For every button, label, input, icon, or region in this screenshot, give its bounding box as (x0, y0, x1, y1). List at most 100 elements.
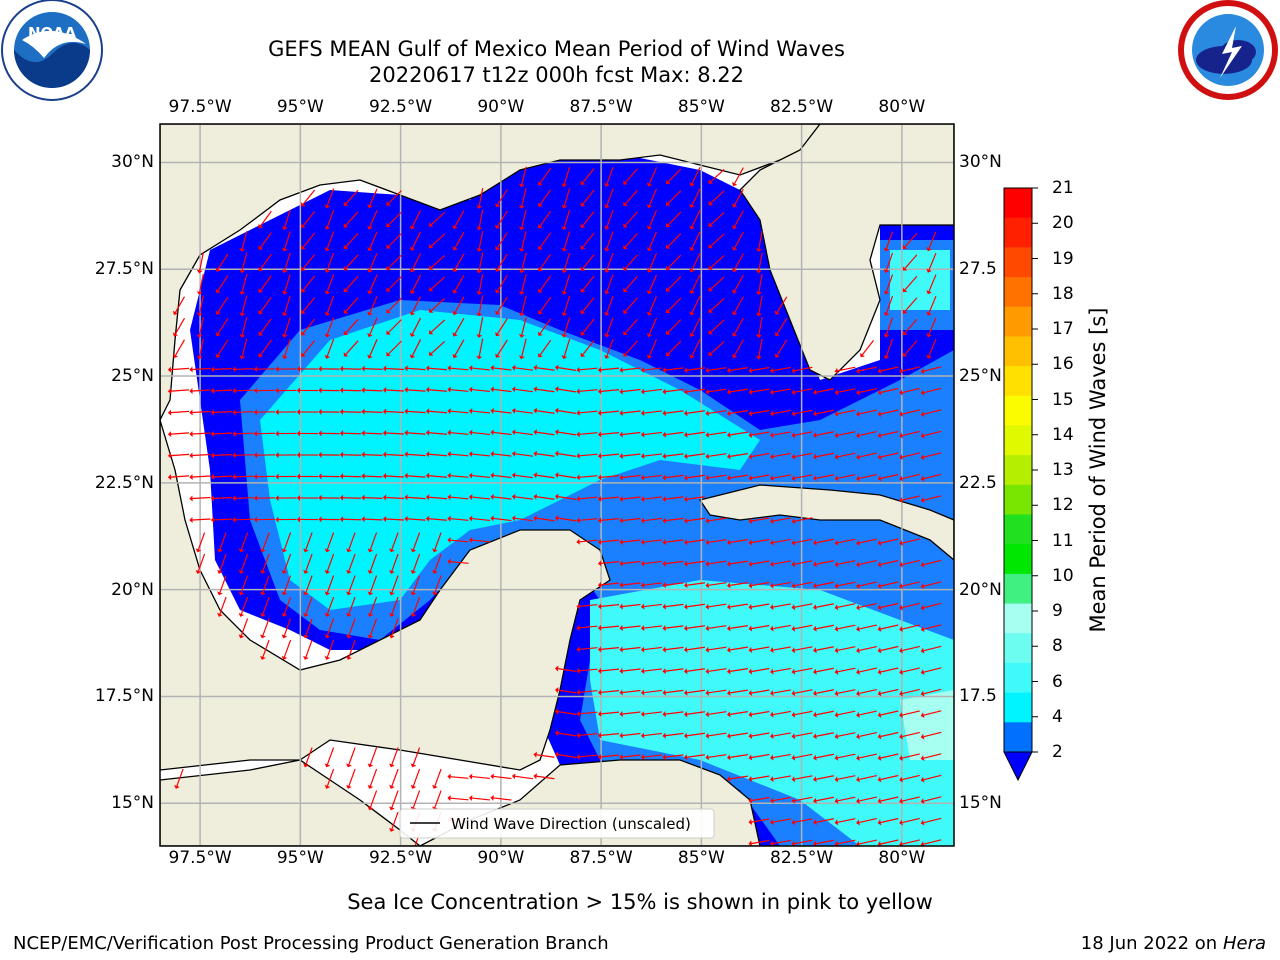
wave-arrow (428, 410, 448, 414)
wave-arrow-head (281, 226, 288, 231)
wave-arrow-head (926, 247, 932, 252)
wave-arrow-head (511, 472, 516, 479)
wave-arrow (305, 596, 313, 615)
wave-arrow-head (770, 518, 774, 525)
wave-arrow-head (172, 332, 179, 337)
wave-arrow-head (920, 712, 925, 719)
wave-arrow (773, 366, 791, 372)
wave-arrow-head (732, 353, 738, 359)
wave-arrow-head (813, 453, 817, 460)
wave-arrow-head (324, 548, 331, 553)
wave-arrow-head (511, 429, 516, 436)
wave-arrow (364, 389, 383, 392)
wave-arrow-head (561, 269, 568, 274)
wave-arrow-head (834, 754, 839, 761)
wave-arrow (391, 618, 399, 636)
wave-arrow (579, 410, 598, 414)
wave-arrow (837, 646, 856, 651)
wave-arrow (558, 689, 576, 694)
wave-arrow-head (813, 711, 817, 718)
wave-arrow-head (239, 269, 246, 274)
wave-arrow (687, 668, 705, 672)
wave-arrow (412, 575, 421, 593)
wave-arrow (643, 388, 663, 393)
wave-arrow (751, 818, 770, 823)
wave-arrow-head (877, 583, 882, 589)
wave-arrow (667, 211, 682, 226)
wave-arrow (880, 688, 899, 695)
wave-arrow-head (619, 474, 623, 481)
wave-arrow-head (518, 248, 525, 252)
wave-arrow (816, 431, 834, 436)
wave-arrow-head (296, 408, 301, 415)
wave-arrow (284, 295, 291, 314)
wave-arrow-head (726, 560, 731, 567)
wave-arrow-head (597, 388, 602, 395)
wave-arrow (880, 731, 899, 738)
wave-arrow (687, 410, 705, 414)
wave-arrow-head (902, 287, 908, 293)
legend-label: Wind Wave Direction (unscaled) (451, 815, 691, 833)
wave-arrow-head (791, 711, 796, 718)
wave-arrow (687, 560, 705, 565)
wave-arrow (923, 624, 942, 630)
wave-arrow-head (275, 430, 279, 437)
wave-arrow (345, 297, 359, 312)
wave-arrow-head (834, 604, 839, 611)
wave-arrow (579, 367, 598, 371)
wave-arrow (514, 431, 534, 436)
wave-arrow (667, 319, 682, 333)
wave-arrow (326, 618, 335, 636)
wave-arrow-head (410, 763, 417, 768)
wave-arrow (478, 188, 484, 206)
wave-arrow-head (748, 539, 753, 546)
wave-arrow (471, 797, 491, 801)
wave-arrow-head (899, 389, 903, 396)
wave-arrow (902, 602, 920, 609)
wave-arrow-head (346, 612, 352, 617)
wave-arrow-head (899, 583, 903, 589)
wave-arrow (837, 775, 856, 780)
wave-arrow-head (511, 493, 516, 500)
wave-arrow (816, 560, 834, 565)
wave-arrow (751, 624, 770, 630)
wave-arrow (345, 340, 359, 355)
wave-arrow (579, 539, 598, 543)
wave-arrow-head (275, 409, 279, 416)
wave-arrow-head (339, 365, 344, 372)
wave-arrow (514, 410, 534, 414)
wave-arrow (904, 254, 918, 269)
wave-arrow (558, 453, 576, 457)
wave-arrow (260, 232, 272, 248)
colorbar-tick-label: 15 (1052, 389, 1074, 410)
wave-arrow-head (899, 432, 903, 439)
wave-arrow (579, 389, 598, 392)
wave-arrow-head (877, 819, 882, 826)
wave-arrow (348, 618, 356, 636)
wave-arrow-head (324, 612, 331, 617)
wave-arrow-head (318, 451, 322, 458)
wave-arrow-head (382, 430, 387, 436)
wave-arrow (388, 211, 402, 226)
wave-arrow-head (253, 409, 258, 416)
wave-arrow-head (346, 548, 352, 553)
wave-arrow-head (726, 474, 731, 481)
wave-arrow (283, 553, 292, 572)
wave-arrow (170, 453, 190, 457)
wave-arrow-head (877, 561, 882, 568)
wave-arrow (751, 667, 770, 673)
wave-arrow-head (877, 454, 882, 460)
wave-arrow-head (834, 733, 839, 740)
wave-arrow-head (883, 268, 890, 273)
map-frame (159, 123, 955, 847)
wave-arrow (563, 209, 571, 228)
wave-arrow (428, 389, 448, 392)
wave-arrow (665, 517, 684, 522)
wave-arrow (730, 775, 748, 780)
wave-arrow-head (619, 582, 623, 588)
wave-arrow-head (425, 494, 430, 501)
wave-arrow (493, 388, 512, 393)
wave-arrow (710, 190, 725, 204)
wave-arrow (708, 603, 727, 608)
wave-arrow-head (689, 311, 695, 316)
